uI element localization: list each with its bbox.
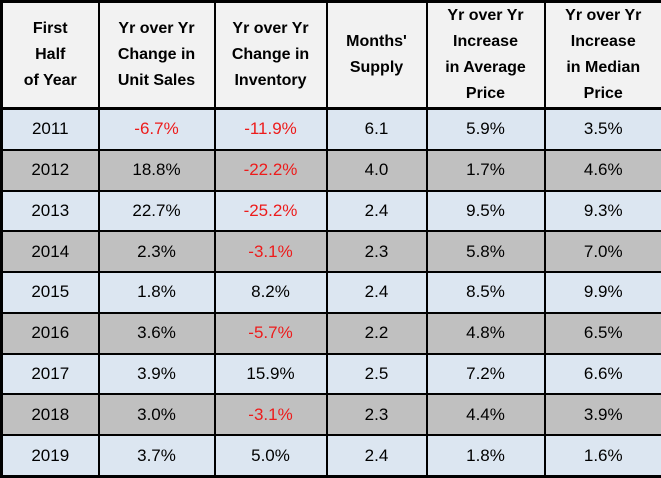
header-row: First Half of Year Yr over Yr Change in … bbox=[0, 0, 661, 110]
cell-inventory-change: 8.2% bbox=[213, 271, 328, 314]
cell-year: 2014 bbox=[0, 230, 100, 274]
column-header-first-half-of-year: First Half of Year bbox=[0, 0, 100, 110]
table-row: 2014 2.3% -3.1% 2.3 5.8% 7.0% bbox=[0, 230, 661, 274]
cell-inventory-change: -5.7% bbox=[213, 311, 328, 355]
cell-inventory-change: -11.9% bbox=[213, 107, 328, 151]
cell-median-price-increase: 4.6% bbox=[543, 148, 661, 192]
table-row: 2012 18.8% -22.2% 4.0 1.7% 4.6% bbox=[0, 148, 661, 192]
table-body: 2011 -6.7% -11.9% 6.1 5.9% 3.5% 2012 18.… bbox=[0, 107, 661, 478]
cell-average-price-increase: 1.7% bbox=[425, 148, 546, 192]
cell-months-supply: 2.3 bbox=[325, 230, 428, 274]
table-row: 2011 -6.7% -11.9% 6.1 5.9% 3.5% bbox=[0, 107, 661, 151]
cell-inventory-change: -22.2% bbox=[213, 148, 328, 192]
cell-year: 2018 bbox=[0, 393, 100, 437]
cell-year: 2016 bbox=[0, 311, 100, 355]
cell-inventory-change: 5.0% bbox=[213, 434, 328, 478]
cell-median-price-increase: 6.5% bbox=[543, 311, 661, 355]
cell-median-price-increase: 3.5% bbox=[543, 107, 661, 151]
cell-unit-sales-change: 18.8% bbox=[97, 148, 216, 192]
cell-median-price-increase: 9.9% bbox=[543, 271, 661, 314]
cell-unit-sales-change: 3.0% bbox=[97, 393, 216, 437]
table-row: 2017 3.9% 15.9% 2.5 7.2% 6.6% bbox=[0, 352, 661, 396]
cell-inventory-change: 15.9% bbox=[213, 352, 328, 396]
table-row: 2018 3.0% -3.1% 2.3 4.4% 3.9% bbox=[0, 393, 661, 437]
cell-months-supply: 2.5 bbox=[325, 352, 428, 396]
cell-inventory-change: -3.1% bbox=[213, 230, 328, 274]
cell-unit-sales-change: 2.3% bbox=[97, 230, 216, 274]
cell-year: 2015 bbox=[0, 271, 100, 314]
cell-year: 2011 bbox=[0, 107, 100, 151]
cell-average-price-increase: 1.8% bbox=[425, 434, 546, 478]
table-row: 2013 22.7% -25.2% 2.4 9.5% 9.3% bbox=[0, 189, 661, 233]
cell-year: 2019 bbox=[0, 434, 100, 478]
cell-unit-sales-change: 22.7% bbox=[97, 189, 216, 233]
column-header-unit-sales-change: Yr over Yr Change in Unit Sales bbox=[97, 0, 216, 110]
cell-year: 2013 bbox=[0, 189, 100, 233]
table-row: 2015 1.8% 8.2% 2.4 8.5% 9.9% bbox=[0, 271, 661, 314]
cell-average-price-increase: 4.8% bbox=[425, 311, 546, 355]
cell-average-price-increase: 8.5% bbox=[425, 271, 546, 314]
cell-months-supply: 2.3 bbox=[325, 393, 428, 437]
cell-unit-sales-change: 1.8% bbox=[97, 271, 216, 314]
column-header-average-price-increase: Yr over Yr Increase in Average Price bbox=[425, 0, 546, 110]
cell-median-price-increase: 1.6% bbox=[543, 434, 661, 478]
cell-median-price-increase: 9.3% bbox=[543, 189, 661, 233]
cell-inventory-change: -25.2% bbox=[213, 189, 328, 233]
column-header-inventory-change: Yr over Yr Change in Inventory bbox=[213, 0, 328, 110]
cell-average-price-increase: 5.9% bbox=[425, 107, 546, 151]
cell-months-supply: 6.1 bbox=[325, 107, 428, 151]
table-row: 2019 3.7% 5.0% 2.4 1.8% 1.6% bbox=[0, 434, 661, 478]
cell-average-price-increase: 9.5% bbox=[425, 189, 546, 233]
cell-months-supply: 4.0 bbox=[325, 148, 428, 192]
cell-unit-sales-change: -6.7% bbox=[97, 107, 216, 151]
cell-average-price-increase: 7.2% bbox=[425, 352, 546, 396]
cell-year: 2012 bbox=[0, 148, 100, 192]
cell-median-price-increase: 6.6% bbox=[543, 352, 661, 396]
table-row: 2016 3.6% -5.7% 2.2 4.8% 6.5% bbox=[0, 311, 661, 355]
cell-year: 2017 bbox=[0, 352, 100, 396]
cell-average-price-increase: 4.4% bbox=[425, 393, 546, 437]
cell-months-supply: 2.4 bbox=[325, 434, 428, 478]
cell-unit-sales-change: 3.9% bbox=[97, 352, 216, 396]
table-header: First Half of Year Yr over Yr Change in … bbox=[0, 0, 661, 110]
cell-average-price-increase: 5.8% bbox=[425, 230, 546, 274]
cell-inventory-change: -3.1% bbox=[213, 393, 328, 437]
cell-unit-sales-change: 3.7% bbox=[97, 434, 216, 478]
cell-median-price-increase: 7.0% bbox=[543, 230, 661, 274]
cell-unit-sales-change: 3.6% bbox=[97, 311, 216, 355]
cell-months-supply: 2.4 bbox=[325, 271, 428, 314]
cell-median-price-increase: 3.9% bbox=[543, 393, 661, 437]
column-header-median-price-increase: Yr over Yr Increase in Median Price bbox=[543, 0, 661, 110]
column-header-months-supply: Months' Supply bbox=[325, 0, 428, 110]
cell-months-supply: 2.4 bbox=[325, 189, 428, 233]
cell-months-supply: 2.2 bbox=[325, 311, 428, 355]
